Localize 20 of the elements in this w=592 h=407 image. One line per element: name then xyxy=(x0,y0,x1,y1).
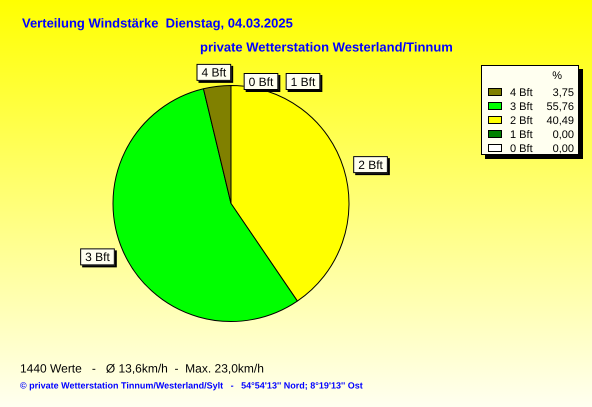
text: © private Wetterstation Tinnum/Westerland/Sylt - 54°54'13'' Nord; 8°19'13'' Ost xyxy=(20,380,363,390)
text: 1440 Werte - Ø 13,6km/h - Max. 23,0km/h xyxy=(20,361,264,376)
data-label: 55,76 xyxy=(546,101,574,114)
legend-title: % xyxy=(552,70,562,82)
chart-subtitle: private Wetterstation Westerland/Tinnum xyxy=(200,40,453,55)
chart-title: Verteilung Windstärke Dienstag, 04.03.2025 xyxy=(22,16,293,31)
legend-label: 2 Bft xyxy=(510,115,533,128)
slice-label: 2 Bft xyxy=(358,158,384,172)
category-label: 1 Bft xyxy=(510,129,533,142)
slice-label: 4 Bft xyxy=(201,66,227,80)
text: 0,00 xyxy=(552,129,574,142)
slice-label: 3 Bft xyxy=(85,250,110,264)
data-label: 40,49 xyxy=(546,115,574,128)
text: 0,00 xyxy=(552,143,574,156)
legend-label: 1 Bft xyxy=(290,74,316,89)
category-label: 0 Bft xyxy=(510,143,533,156)
legend-label: 4 Bft xyxy=(510,87,533,100)
legend-label: 3 Bft xyxy=(510,101,533,114)
data-label: 3,75 xyxy=(552,87,574,100)
legend-label: 0 Bft xyxy=(248,74,274,89)
